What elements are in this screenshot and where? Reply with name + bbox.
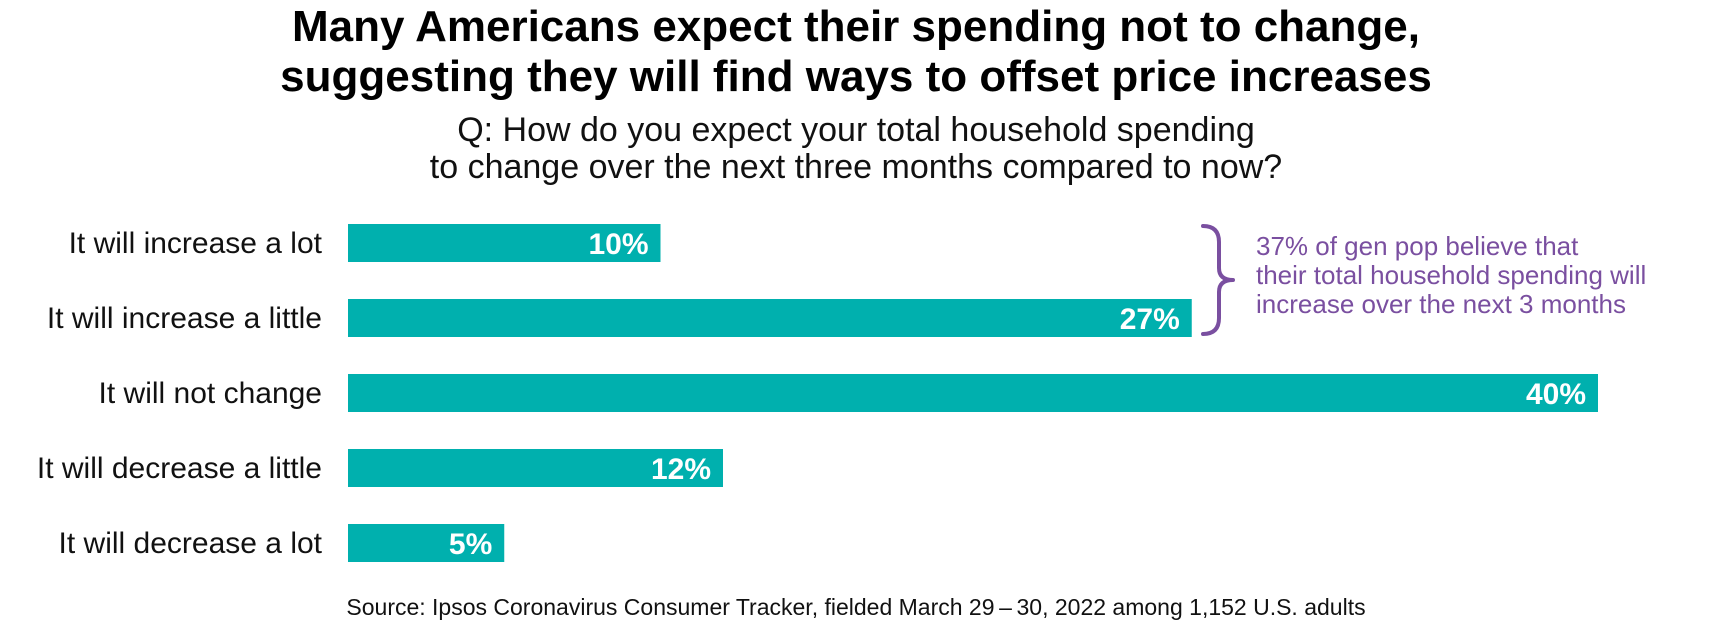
bar: [348, 524, 505, 562]
category-label: It will increase a lot: [69, 227, 323, 260]
title-line-2: suggesting they will find ways to offset…: [280, 52, 1432, 101]
annotation-line-3: increase over the next 3 months: [1256, 289, 1626, 319]
value-label: 12%: [651, 453, 711, 486]
subtitle-line-1: Q: How do you expect your total househol…: [457, 111, 1255, 149]
bar: [348, 449, 723, 487]
increase-annotation: 37% of gen pop believe that their total …: [1256, 232, 1706, 319]
title-line-1: Many Americans expect their spending not…: [292, 2, 1420, 51]
source-note: Source: Ipsos Coronavirus Consumer Track…: [346, 594, 1366, 620]
subtitle-line-2: to change over the next three months com…: [429, 148, 1283, 186]
annotation-line-2: their total household spending will: [1256, 260, 1647, 290]
brace-icon: [1201, 224, 1235, 336]
bar: [348, 299, 1192, 337]
category-label: It will increase a little: [47, 302, 322, 335]
value-label: 27%: [1120, 303, 1180, 336]
value-label: 40%: [1526, 378, 1586, 411]
category-label: It will not change: [99, 377, 322, 410]
category-label: It will decrease a lot: [59, 527, 323, 560]
value-label: 10%: [588, 228, 648, 261]
annotation-line-1: 37% of gen pop believe that: [1256, 231, 1579, 261]
chart-title: Many Americans expect their spending not…: [0, 2, 1712, 102]
bar: [348, 374, 1598, 412]
chart-subtitle: Q: How do you expect your total househol…: [0, 112, 1712, 186]
value-label: 5%: [449, 528, 492, 561]
bar: [348, 224, 661, 262]
category-label: It will decrease a little: [37, 452, 322, 485]
